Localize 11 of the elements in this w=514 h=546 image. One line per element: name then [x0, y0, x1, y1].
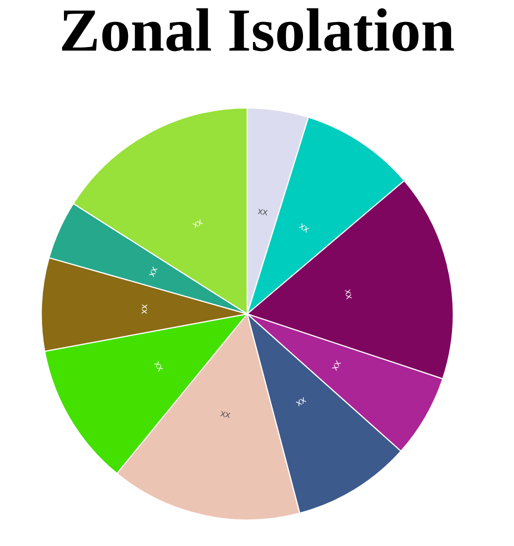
slice-label: xx — [332, 360, 342, 371]
slice-label: xx — [154, 360, 164, 372]
slice-label: xx — [258, 208, 268, 216]
slice-label: xx — [192, 219, 204, 228]
slice-label: xx — [220, 411, 231, 418]
chart-title: Zonal Isolation — [62, 8, 454, 52]
slice-label: xx — [142, 304, 148, 314]
slice-label: xx — [298, 223, 310, 233]
slice-label: xx — [344, 289, 352, 300]
slice-label: xx — [149, 266, 158, 278]
slice-label: xx — [296, 397, 306, 406]
